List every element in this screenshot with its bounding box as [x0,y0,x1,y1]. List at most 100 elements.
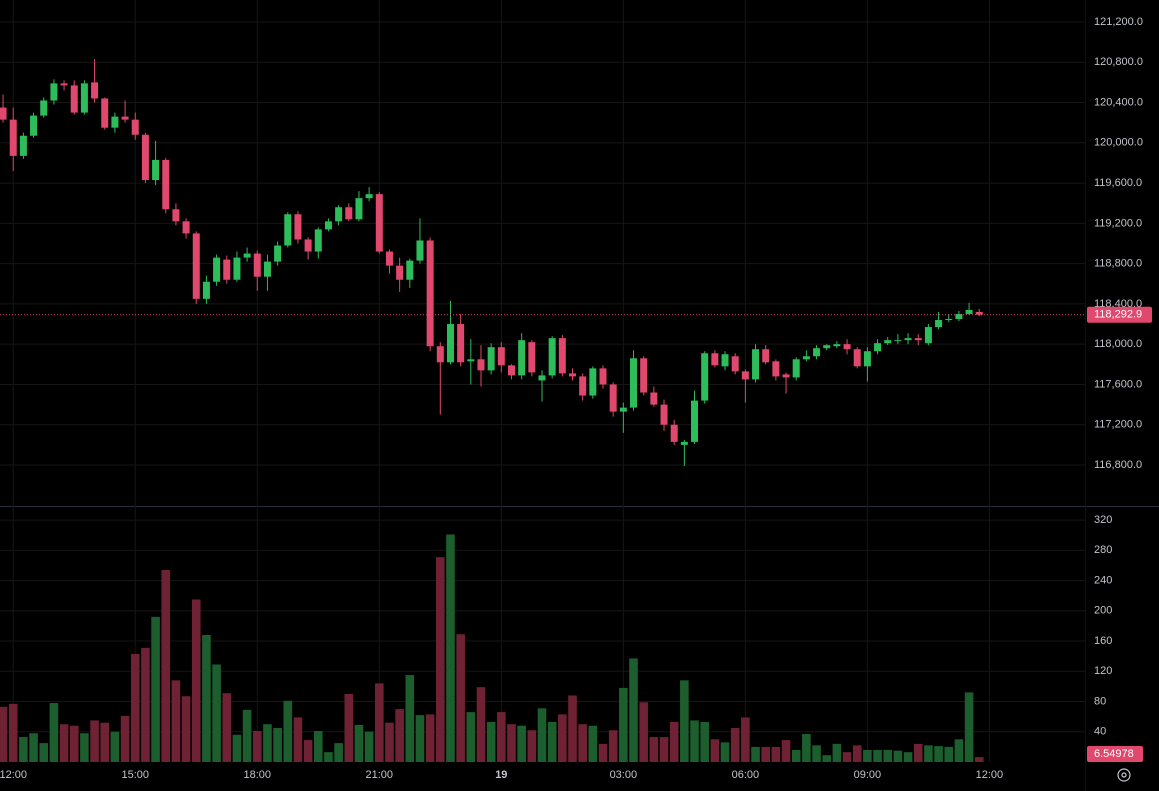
volume-bar [334,743,343,762]
volume-bar [191,599,201,762]
volume-bar [649,737,659,762]
volume-bar [171,680,181,762]
settings-icon[interactable] [1117,768,1131,782]
volume-bar [161,569,171,762]
volume-bar [873,749,882,762]
volume-bar [710,739,720,762]
volume-bar [812,745,821,762]
candle-body [213,257,221,282]
volume-bar [141,647,150,762]
x-tick-label: 06:00 [732,769,760,781]
volume-bar [19,737,28,762]
candle-body [30,115,38,136]
volume-bar [436,557,445,762]
candle-body [518,340,526,376]
volume-bar [151,616,160,762]
volume-bar [252,731,262,762]
last-volume-tag [1087,746,1143,762]
settings-ring[interactable] [1117,768,1131,782]
volume-bar [405,675,415,762]
volume-bar [680,680,689,762]
volume-bar [741,717,750,762]
y-tick-label: 120,000.0 [1094,137,1143,149]
volume-bar [273,727,282,762]
candle-body [782,374,790,378]
volume-bar [120,715,130,762]
candle-body [863,351,871,367]
candle-body [294,214,302,240]
x-tick-label: 03:00 [610,769,638,781]
volume-bar [822,755,832,762]
volume-bar [598,743,608,762]
volume-bar [852,745,862,762]
candle-body [955,313,963,320]
candle-body [406,260,414,280]
candle-body [731,356,739,372]
candle-body [477,359,485,371]
candle-body [965,309,973,314]
volume-bar [181,696,191,762]
volume-bar [0,706,8,762]
volume-tick-label: 120 [1094,665,1112,677]
volume-bar [608,730,618,762]
volume-bar [558,714,567,762]
volume-bar [293,717,303,762]
candle-body [304,239,312,252]
candle-body [141,134,149,181]
volume-bar [619,687,628,762]
volume-tick-label: 280 [1094,544,1112,556]
volume-bar [964,692,974,762]
volume-bar [395,709,404,762]
candle-body [935,320,943,328]
volume-bar [588,725,598,762]
volume-bar [761,746,771,762]
x-tick-label: 15:00 [121,769,149,781]
volume-bar [669,721,679,762]
volume-bar [110,731,120,762]
candle-body [243,253,251,258]
volume-bar [29,733,38,762]
y-tick-label: 116,800.0 [1094,459,1142,471]
candle-body [802,356,810,360]
candle-body [70,85,78,113]
volume-bar [80,733,89,762]
volume-bar [791,749,801,762]
x-tick-label: 12:00 [976,769,1004,781]
volume-bar [212,664,221,762]
candle-body [162,159,170,210]
candle-body [19,135,27,156]
candle-body [446,324,454,363]
volume-bar [49,703,59,762]
volume-bar [517,725,526,762]
candle-body [355,198,363,220]
candle-body [589,368,597,396]
volume-bar [802,734,811,762]
volume-tick-label: 320 [1094,514,1112,526]
volume-bar [222,693,232,762]
volume-tick-label: 40 [1094,726,1106,738]
volume-bar [924,745,933,762]
candle-body [152,159,160,181]
candle-body [314,229,322,252]
y-tick-label: 121,200.0 [1094,16,1143,28]
candle-body [772,361,780,377]
volume-bar [527,730,537,762]
candle-body [263,261,271,277]
candle-body [60,83,68,86]
x-tick-label: 12:00 [0,769,27,781]
volume-bar [263,724,272,762]
candle-body [894,340,902,342]
candle-body [548,338,556,376]
volume-bar [354,724,364,762]
volume-bar [863,749,872,762]
candle-body [457,324,465,363]
volume-bar [568,695,577,762]
volume-bar [202,635,211,762]
candle-body [121,116,129,120]
settings-dot[interactable] [1121,772,1127,778]
volume-bar [497,712,506,762]
candle-body [101,98,109,128]
candle-body [914,338,922,341]
volume-bar [59,724,69,762]
candle-body [182,221,190,234]
